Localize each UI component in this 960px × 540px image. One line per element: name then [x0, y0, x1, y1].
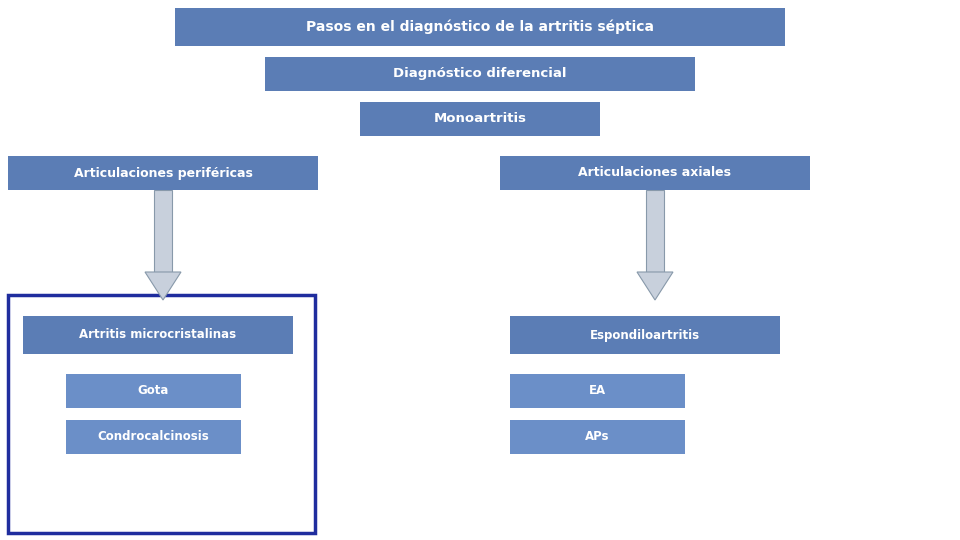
Text: Monoartritis: Monoartritis: [434, 112, 526, 125]
FancyBboxPatch shape: [66, 420, 241, 454]
Text: Espondiloartritis: Espondiloartritis: [590, 328, 700, 341]
FancyBboxPatch shape: [66, 374, 241, 408]
FancyBboxPatch shape: [500, 156, 810, 190]
Polygon shape: [637, 272, 673, 300]
FancyBboxPatch shape: [510, 420, 685, 454]
Text: EA: EA: [588, 384, 606, 397]
Text: Gota: Gota: [138, 384, 169, 397]
Polygon shape: [154, 190, 172, 272]
Text: Artritis microcristalinas: Artritis microcristalinas: [80, 328, 236, 341]
FancyBboxPatch shape: [360, 102, 600, 136]
Text: Pasos en el diagnóstico de la artritis séptica: Pasos en el diagnóstico de la artritis s…: [306, 20, 654, 34]
FancyBboxPatch shape: [265, 57, 695, 91]
FancyBboxPatch shape: [510, 316, 780, 354]
Text: Diagnóstico diferencial: Diagnóstico diferencial: [394, 68, 566, 80]
FancyBboxPatch shape: [23, 316, 293, 354]
FancyBboxPatch shape: [510, 374, 685, 408]
Text: Condrocalcinosis: Condrocalcinosis: [98, 430, 209, 443]
FancyBboxPatch shape: [8, 156, 318, 190]
Polygon shape: [646, 190, 664, 272]
FancyBboxPatch shape: [175, 8, 785, 46]
Text: Articulaciones periféricas: Articulaciones periféricas: [74, 166, 252, 179]
Polygon shape: [145, 272, 181, 300]
FancyBboxPatch shape: [8, 295, 315, 533]
Text: Articulaciones axiales: Articulaciones axiales: [579, 166, 732, 179]
Text: APs: APs: [586, 430, 610, 443]
